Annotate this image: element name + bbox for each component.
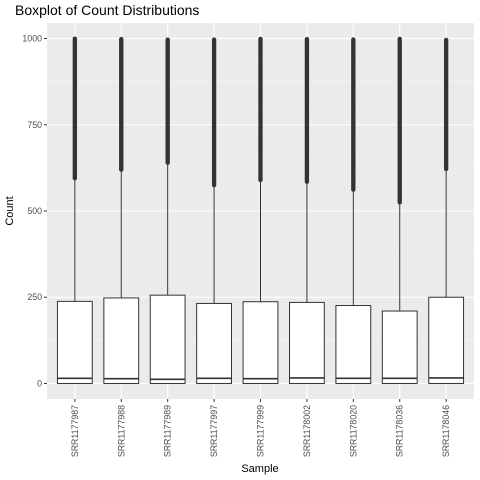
x-axis-ticks: SRR1177987 SRR1177988 SRR1177989 SRR1177997… [70, 399, 451, 457]
outlier-point [304, 36, 310, 42]
x-tick-label: SRR1178002 [302, 405, 312, 457]
outlier-point [72, 36, 78, 41]
box [335, 305, 372, 384]
box [149, 294, 186, 384]
x-tick-label: SRR1177999 [256, 405, 266, 457]
whiskers [74, 162, 447, 312]
y-tick-label: 750 [27, 120, 42, 130]
chart-title: Boxplot of Count Distributions [15, 2, 199, 18]
x-tick-label: SRR1177997 [209, 405, 219, 457]
box [103, 297, 140, 384]
outlier-point [211, 37, 217, 42]
x-axis-title: Sample [241, 463, 278, 475]
x-tick-label: SRR1178046 [441, 405, 451, 457]
boxes [56, 294, 465, 384]
box [242, 301, 279, 384]
outlier-point [351, 37, 356, 42]
box [196, 302, 232, 384]
x-tick-label: SRR1177987 [70, 405, 80, 457]
x-tick-label: SRR1177988 [116, 405, 126, 457]
y-tick-label: 250 [27, 292, 42, 302]
x-tick-label: SRR1178020 [348, 405, 358, 457]
y-axis-title: Count [4, 196, 16, 225]
outlier-point [119, 36, 124, 42]
outlier-point [443, 37, 449, 43]
box [428, 296, 465, 384]
x-tick-label: SRR1178036 [395, 405, 405, 457]
y-tick-label: 500 [27, 206, 42, 216]
box [381, 310, 418, 384]
box [289, 301, 325, 384]
x-tick-label: SRR1177989 [163, 405, 173, 457]
outlier-point [258, 36, 263, 42]
outlier-point [165, 37, 170, 42]
outlier-point [397, 36, 402, 42]
y-tick-label: 1000 [22, 34, 42, 44]
y-axis-ticks: 0 250 500 750 1000 [22, 34, 47, 388]
y-tick-label: 0 [37, 378, 42, 388]
box [56, 300, 93, 384]
